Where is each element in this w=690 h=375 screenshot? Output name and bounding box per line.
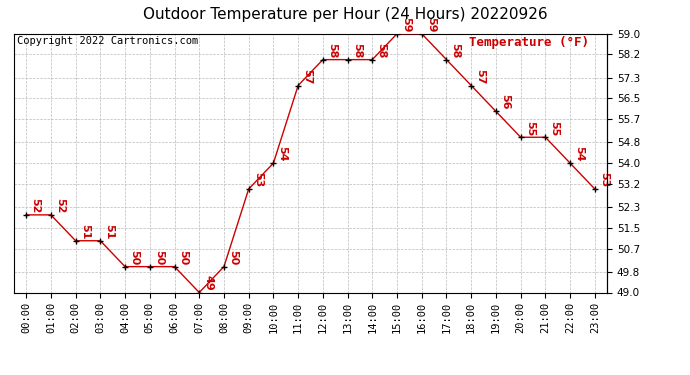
- Text: 51: 51: [104, 224, 115, 239]
- Text: 57: 57: [302, 69, 313, 84]
- Text: 57: 57: [475, 69, 485, 84]
- Text: 58: 58: [377, 43, 386, 58]
- Text: 50: 50: [154, 250, 164, 265]
- Text: 52: 52: [30, 198, 40, 213]
- Text: 53: 53: [253, 172, 263, 188]
- Text: Outdoor Temperature per Hour (24 Hours) 20220926: Outdoor Temperature per Hour (24 Hours) …: [143, 8, 547, 22]
- Text: 54: 54: [277, 146, 288, 162]
- Text: 58: 58: [327, 43, 337, 58]
- Text: 54: 54: [574, 146, 584, 162]
- Text: 50: 50: [129, 250, 139, 265]
- Text: Temperature (°F): Temperature (°F): [469, 36, 589, 50]
- Text: 55: 55: [549, 121, 560, 136]
- Text: 50: 50: [179, 250, 188, 265]
- Text: 51: 51: [80, 224, 90, 239]
- Text: 56: 56: [500, 94, 510, 110]
- Text: 58: 58: [352, 43, 362, 58]
- Text: 59: 59: [401, 17, 411, 32]
- Text: 53: 53: [599, 172, 609, 188]
- Text: 58: 58: [451, 43, 461, 58]
- Text: 55: 55: [525, 121, 535, 136]
- Text: 52: 52: [55, 198, 65, 213]
- Text: Copyright 2022 Cartronics.com: Copyright 2022 Cartronics.com: [17, 36, 198, 46]
- Text: 49: 49: [204, 275, 213, 291]
- Text: 59: 59: [426, 17, 436, 32]
- Text: 50: 50: [228, 250, 238, 265]
